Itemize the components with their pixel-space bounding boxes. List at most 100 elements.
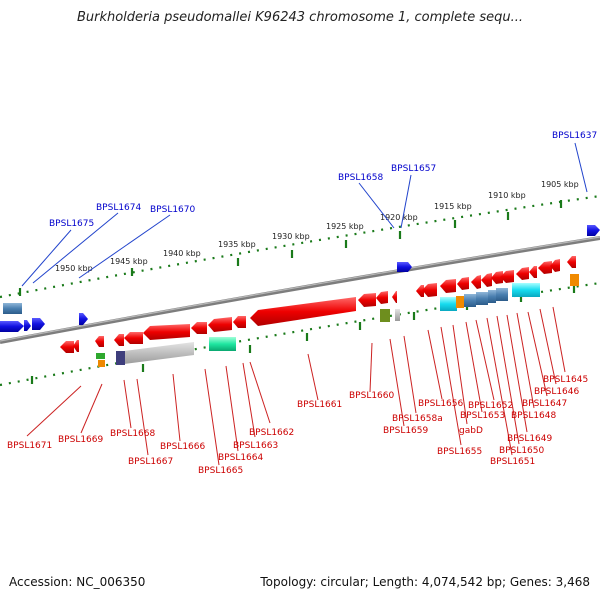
gene-feature[interactable] <box>191 322 207 334</box>
gene-feature[interactable] <box>481 273 492 287</box>
gene-feature[interactable] <box>3 303 22 314</box>
gene-feature[interactable] <box>98 360 105 367</box>
gene-feature[interactable] <box>488 290 496 303</box>
gene-label[interactable]: BPSL1660 <box>349 391 395 401</box>
gene-label[interactable]: BPSL1674 <box>96 203 142 213</box>
gene-label[interactable]: BPSL1675 <box>49 219 94 229</box>
gene-label[interactable]: BPSL1647 <box>522 399 567 409</box>
gene-feature[interactable] <box>491 271 503 284</box>
gene-feature[interactable] <box>24 320 31 331</box>
gene-feature[interactable] <box>550 259 560 272</box>
gene-label[interactable]: BPSL1658a <box>392 414 443 424</box>
ruler-label: 1930 kbp <box>272 232 310 241</box>
gene-feature[interactable] <box>60 341 74 353</box>
gene-feature[interactable] <box>116 342 194 365</box>
gene-feature[interactable] <box>95 336 104 347</box>
gene-label[interactable]: BPSL1661 <box>297 400 342 410</box>
gene-feature[interactable] <box>403 262 412 272</box>
genome-backbone <box>0 236 600 344</box>
gene-feature[interactable] <box>79 313 88 325</box>
gene-feature[interactable] <box>96 353 105 359</box>
gene-feature[interactable] <box>456 296 464 308</box>
gene-feature[interactable] <box>440 279 456 293</box>
ruler-label: 1920 kbp <box>380 213 418 222</box>
gene-feature[interactable] <box>233 316 246 328</box>
ruler-labels: 1905 kbp 1910 kbp 1915 kbp 1920 kbp 1925… <box>55 180 579 273</box>
reverse-genes[interactable] <box>60 256 576 353</box>
map-title: Burkholderia pseudomallei K96243 chromos… <box>76 10 524 25</box>
gene-feature[interactable] <box>32 318 45 330</box>
gene-feature[interactable] <box>395 309 400 321</box>
gene-label[interactable]: BPSL1669 <box>58 435 104 445</box>
gene-feature[interactable] <box>208 317 232 332</box>
gene-label[interactable]: BPSL1663 <box>233 441 278 451</box>
gene-label[interactable]: BPSL1657 <box>391 164 436 174</box>
gene-label[interactable]: BPSL1671 <box>7 441 52 451</box>
gene-label[interactable]: BPSL1651 <box>490 457 535 467</box>
gene-label[interactable]: BPSL1666 <box>160 442 206 452</box>
ruler-label: 1940 kbp <box>163 249 201 258</box>
ruler-label: 1950 kbp <box>55 264 93 273</box>
gene-label[interactable]: BPSL1670 <box>150 205 196 215</box>
gene-label[interactable]: BPSL1662 <box>249 428 294 438</box>
gene-label[interactable]: BPSL1648 <box>511 411 557 421</box>
bottom-callouts <box>26 306 566 466</box>
gene-feature[interactable] <box>471 275 481 289</box>
gene-feature[interactable] <box>376 291 388 304</box>
gene-feature[interactable] <box>416 285 424 297</box>
gene-feature[interactable] <box>380 309 390 322</box>
gene-feature[interactable] <box>358 293 376 307</box>
gene-label[interactable]: BPSL1667 <box>128 457 173 467</box>
gene-feature[interactable] <box>516 267 529 280</box>
gene-feature[interactable] <box>464 294 476 307</box>
gene-label[interactable]: BPSL1653 <box>460 411 505 421</box>
gene-feature[interactable] <box>440 297 457 311</box>
gene-label[interactable]: BPSL1655 <box>437 447 482 457</box>
gene-feature[interactable] <box>209 337 236 351</box>
gene-feature[interactable] <box>570 274 579 286</box>
gene-feature[interactable] <box>496 288 508 301</box>
gene-feature[interactable] <box>587 225 600 236</box>
gene-feature[interactable] <box>457 277 469 290</box>
bottom-gene-labels: BPSL1645 BPSL1646 BPSL1647 BPSL1648 BPSL… <box>7 375 588 476</box>
outer-ruler <box>0 194 600 299</box>
gene-feature[interactable] <box>392 291 397 303</box>
gene-label[interactable]: BPSL1652 <box>468 401 513 411</box>
gene-label[interactable]: BPSL1645 <box>543 375 588 385</box>
accession-text: Accession: NC_006350 <box>9 575 146 589</box>
gene-label[interactable]: BPSL1659 <box>383 426 429 436</box>
gene-feature[interactable] <box>422 283 437 297</box>
gene-label[interactable]: gabD <box>459 426 483 436</box>
gene-label[interactable]: BPSL1637 <box>552 131 597 141</box>
ruler-label: 1945 kbp <box>110 257 148 266</box>
ruler-label: 1915 kbp <box>434 202 472 211</box>
top-callouts <box>21 142 588 287</box>
gene-feature[interactable] <box>124 332 143 344</box>
gene-feature[interactable] <box>250 297 356 326</box>
summary-text: Topology: circular; Length: 4,074,542 bp… <box>260 575 590 589</box>
forward-genes[interactable] <box>0 225 600 332</box>
gene-label[interactable]: BPSL1656 <box>418 399 464 409</box>
gene-feature[interactable] <box>143 324 190 340</box>
gene-label[interactable]: BPSL1664 <box>218 453 264 463</box>
ruler-label: 1935 kbp <box>218 240 256 249</box>
gene-feature[interactable] <box>6 321 24 332</box>
gene-feature[interactable] <box>73 340 79 352</box>
gene-feature[interactable] <box>476 292 488 305</box>
gene-feature[interactable] <box>567 256 576 268</box>
gene-label[interactable]: BPSL1665 <box>198 466 243 476</box>
gene-feature[interactable] <box>114 334 124 346</box>
gene-feature[interactable] <box>538 261 552 274</box>
gene-feature[interactable] <box>116 351 125 365</box>
gene-label[interactable]: BPSL1649 <box>507 434 553 444</box>
gene-label[interactable]: BPSL1658 <box>338 173 384 183</box>
gene-label[interactable]: BPSL1668 <box>110 429 156 439</box>
feature-blocks[interactable] <box>96 274 579 367</box>
gene-feature[interactable] <box>529 266 537 278</box>
gene-label[interactable]: BPSL1650 <box>499 446 545 456</box>
gene-feature[interactable] <box>500 270 514 283</box>
outer-major-ticks <box>18 200 563 296</box>
gene-label[interactable]: BPSL1646 <box>534 387 580 397</box>
gene-feature[interactable] <box>512 283 540 297</box>
